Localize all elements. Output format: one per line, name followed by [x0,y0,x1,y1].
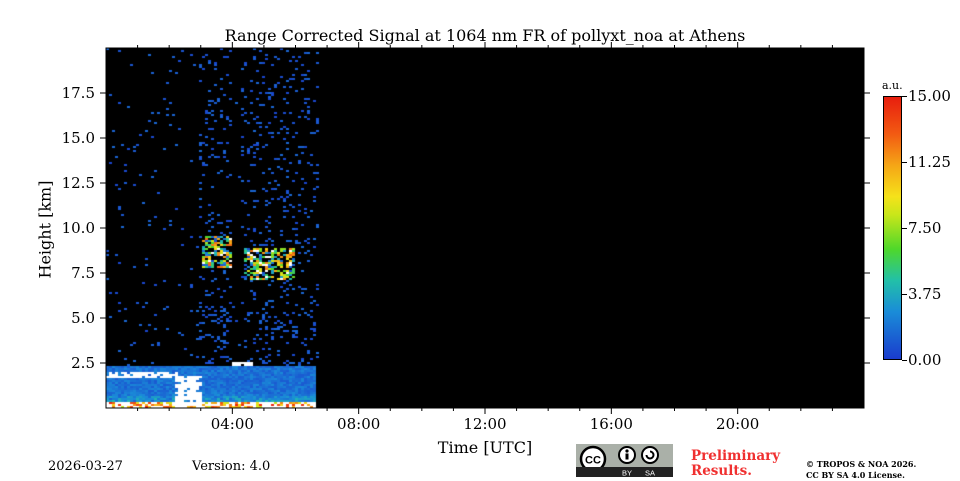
y-axis-label: Height [km] [35,180,55,279]
x-tick-label: 08:00 [337,415,380,433]
y-tick-label: 5.0 [71,309,95,327]
axes: 04:00 08:00 12:00 16:00 20:00 2.5 5.0 7.5 10.0 12… [62,42,870,433]
colorbar-tick-label: 11.25 [908,153,951,171]
colorbar-tick [902,96,907,97]
cc-by-sa-badge: CC BY SA [576,444,673,478]
y-tick-label: 17.5 [62,84,95,102]
colorbar-unit: a.u. [882,79,903,92]
x-tick-label: 04:00 [211,415,254,433]
x-tick-label: 12:00 [463,415,506,433]
y-tick-label: 12.5 [62,174,95,192]
x-tick-label: 16:00 [590,415,633,433]
colorbar-tick [902,162,907,163]
y-tick-label: 2.5 [71,354,95,372]
cc-icon-text: CC [585,455,601,467]
copyright-line-1: © TROPOS & NOA 2026. [806,459,917,469]
preliminary-line-2: Results. [691,463,752,479]
colorbar [883,96,902,360]
x-tick-label: 20:00 [716,415,759,433]
date-label: 2026-03-27 [48,459,123,474]
colorbar-tick-label: 15.00 [908,87,951,105]
sa-label: SA [645,469,655,478]
y-tick-label: 15.0 [62,129,95,147]
colorbar-tick [902,294,907,295]
by-label: BY [622,469,632,478]
plot-frame [105,47,865,409]
colorbar-tick [902,360,907,361]
colorbar-tick [902,228,907,229]
y-tick-label: 10.0 [62,219,95,237]
copyright-note: © TROPOS & NOA 2026. CC BY SA 4.0 Licens… [806,459,916,481]
copyright-line-2: CC BY SA 4.0 License. [806,470,905,480]
colorbar-tick-label: 7.50 [908,219,942,237]
preliminary-line-1: Preliminary [691,448,781,464]
plot-area: 04:00 08:00 12:00 16:00 20:00 2.5 5.0 7.5 10.0 12… [62,42,870,433]
colorbar-tick-label: 3.75 [908,285,942,303]
heatmap-canvas [106,48,864,408]
version-label: Version: 4.0 [192,459,271,474]
preliminary-results-note: Preliminary Results. [691,449,780,479]
sa-icon [641,446,659,464]
chart-title: Range Corrected Signal at 1064 nm FR of … [224,26,746,45]
y-tick-label: 7.5 [71,264,95,282]
colorbar-tick-label: 0.00 [908,351,942,369]
x-axis-label: Time [UTC] [437,438,533,457]
